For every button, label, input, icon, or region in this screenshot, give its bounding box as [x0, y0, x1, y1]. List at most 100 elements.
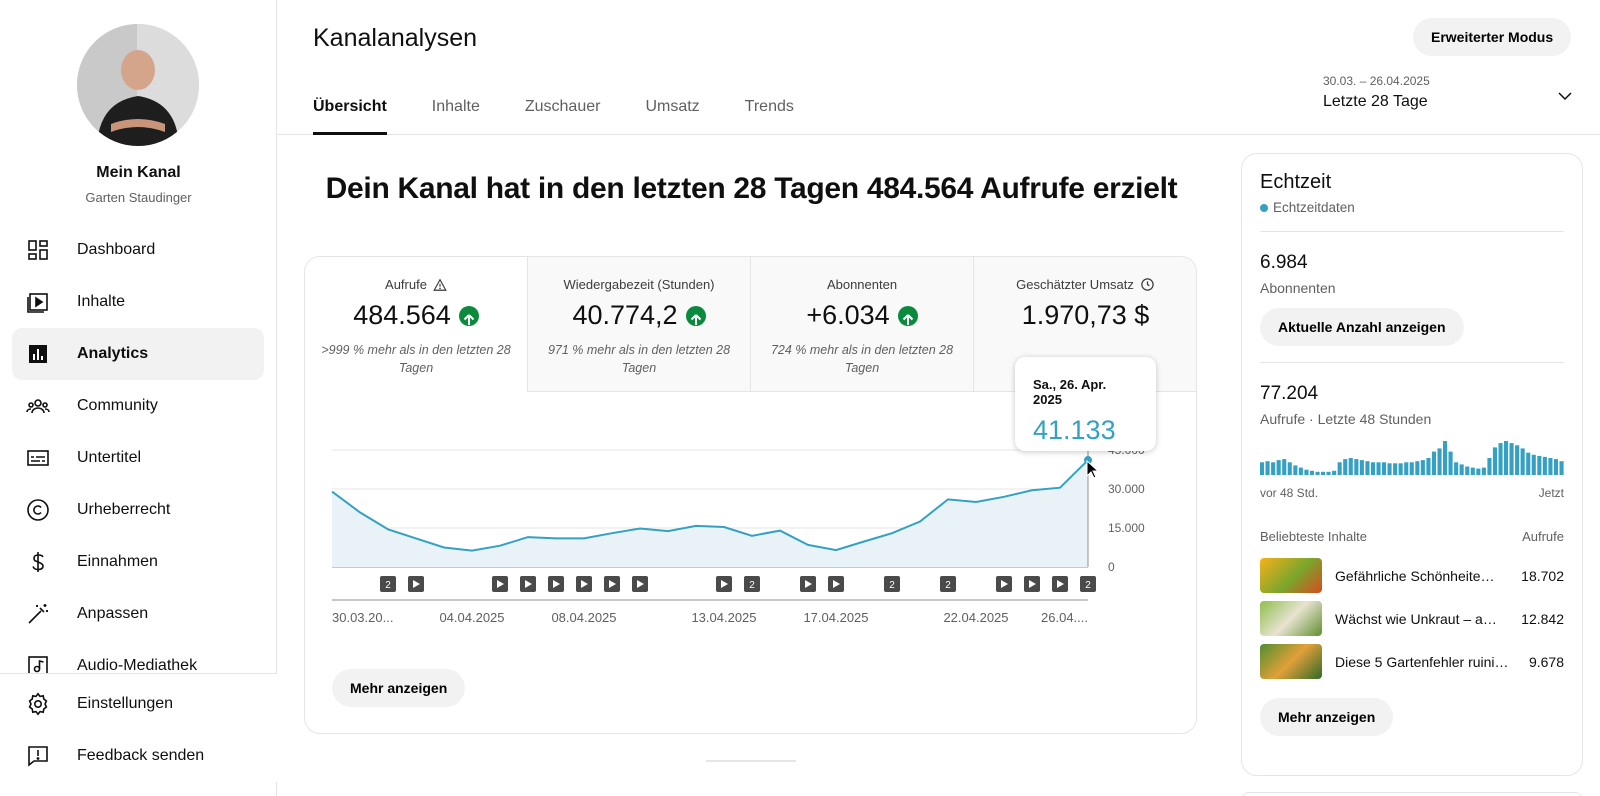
top-content-list: Gefährliche Schönheiten ... 18.702 Wächs…: [1260, 558, 1564, 679]
play-icon: [609, 580, 616, 588]
sidebar-item-community[interactable]: Community: [12, 380, 264, 432]
sidebar-item-label: Community: [77, 397, 158, 414]
x-tick-label: 30.03.20...: [332, 610, 393, 625]
realtime-bar: [1520, 448, 1525, 475]
divider: [1260, 231, 1564, 232]
realtime-bar: [1365, 461, 1370, 475]
sidebar-item-dashboard[interactable]: Dashboard: [12, 224, 264, 276]
warning-icon[interactable]: [433, 278, 447, 292]
channel-handle: Garten Staudinger: [85, 190, 192, 205]
sidebar-item-audio-library[interactable]: Audio-Mediathek: [12, 640, 264, 674]
date-range-label: Letzte 28 Tage: [1323, 93, 1428, 110]
metric-comparison: >999 % mehr als in den letzten 28 Tagen: [321, 343, 511, 375]
sidebar-item-customize[interactable]: Anpassen: [12, 588, 264, 640]
sidebar-item-label: Audio-Mediathek: [77, 657, 198, 674]
realtime-bar: [1298, 467, 1303, 475]
mouse-cursor-icon: [1086, 460, 1100, 479]
video-title: Diese 5 Gartenfehler ruinieren ...: [1335, 653, 1529, 670]
sidebar-item-subtitles[interactable]: Untertitel: [12, 432, 264, 484]
realtime-bar: [1404, 462, 1409, 476]
realtime-show-more-button[interactable]: Mehr anzeigen: [1260, 698, 1394, 736]
play-icon: [1029, 580, 1036, 588]
hover-point: [1084, 456, 1092, 465]
metric-label: Aufrufe: [385, 277, 427, 292]
trend-up-icon: [897, 305, 918, 326]
realtime-bar: [1559, 461, 1564, 475]
list-item[interactable]: Gefährliche Schönheiten ... 18.702: [1260, 558, 1564, 593]
count-marker-label: 2: [945, 580, 951, 591]
sidebar-item-analytics[interactable]: Analytics: [12, 328, 264, 380]
metric-comparison: 724 % mehr als in den letzten 28 Tagen: [770, 343, 954, 375]
tab-trends[interactable]: Trends: [744, 98, 794, 115]
list-item[interactable]: Diese 5 Gartenfehler ruinieren ... 9.678: [1260, 644, 1564, 679]
tab-revenue[interactable]: Umsatz: [645, 98, 700, 115]
sidebar-item-settings[interactable]: Einstellungen: [12, 678, 264, 730]
realtime-bar: [1293, 465, 1298, 475]
overview-headline: Dein Kanal hat in den letzten 28 Tagen 4…: [325, 172, 1178, 205]
play-icon: [553, 580, 560, 588]
count-marker: [884, 576, 900, 592]
realtime-bar-chart[interactable]: [1260, 441, 1565, 476]
realtime-bar: [1553, 459, 1558, 475]
sidebar-nav-scroll[interactable]: Dashboard Inhalte Analytics Community Un…: [0, 224, 277, 674]
realtime-bar: [1459, 464, 1464, 475]
analytics-tabs: Übersicht Inhalte Zuschauer Umsatz Trend…: [313, 98, 839, 135]
advanced-mode-button[interactable]: Erweiterter Modus: [1413, 18, 1572, 56]
realtime-bar: [1515, 445, 1520, 476]
realtime-subtitle: Echtzeitdaten: [1273, 200, 1355, 215]
sidebar-item-label: Untertitel: [77, 449, 142, 466]
date-range-picker[interactable]: 30.03. – 26.04.2025 Letzte 28 Tage: [1323, 74, 1583, 118]
sidebar-item-label: Einnahmen: [77, 553, 158, 570]
sidebar-item-label: Inhalte: [77, 293, 126, 310]
show-current-count-button[interactable]: Aktuelle Anzahl anzeigen: [1260, 308, 1464, 346]
sidebar-item-copyright[interactable]: Urheberrecht: [12, 484, 264, 536]
tab-overview[interactable]: Übersicht: [313, 98, 387, 135]
list-item[interactable]: Wächst wie Unkraut – aber ... 12.842: [1260, 601, 1564, 636]
realtime-subscribers-label: Abonnenten: [1260, 280, 1336, 296]
tab-audience[interactable]: Zuschauer: [524, 98, 601, 115]
dollar-icon: [32, 552, 44, 572]
metric-subscribers[interactable]: Abonnenten +6.034 724 % mehr als in den …: [751, 257, 974, 392]
y-tick-label: 0: [1108, 560, 1115, 574]
metric-label-wrap: Abonnenten: [751, 277, 973, 292]
clock-icon[interactable]: [1140, 277, 1155, 292]
realtime-bar: [1348, 458, 1353, 475]
sidebar-bottom: Einstellungen Feedback senden: [0, 673, 277, 782]
realtime-bar: [1309, 470, 1314, 476]
tab-content[interactable]: Inhalte: [431, 98, 480, 115]
gear-icon: [28, 692, 48, 716]
y-tick-label: 30.000: [1108, 482, 1145, 496]
sidebar-item-label: Dashboard: [77, 241, 156, 258]
metric-value: 484.564: [353, 300, 451, 330]
metric-views[interactable]: Aufrufe 484.564 >999 % mehr als in den l…: [305, 257, 528, 392]
metric-tabs: Aufrufe 484.564 >999 % mehr als in den l…: [305, 257, 1196, 392]
sidebar-item-feedback[interactable]: Feedback senden: [12, 730, 264, 782]
chart-tooltip: Sa., 26. Apr. 2025 41.133: [1015, 357, 1156, 451]
top-content-metric: Aufrufe: [1522, 529, 1564, 544]
metric-label: Wiedergabezeit (Stunden): [563, 277, 715, 292]
sidebar-item-earnings[interactable]: Einnahmen: [12, 536, 264, 588]
realtime-bar: [1498, 443, 1503, 475]
realtime-bar: [1265, 461, 1270, 475]
x-tick-label: 17.04.2025: [803, 610, 868, 625]
metric-comparison: 971 % mehr als in den letzten 28 Tagen: [547, 343, 731, 375]
metric-value-wrap: 484.564: [305, 300, 527, 331]
top-content-label: Beliebteste Inhalte: [1260, 529, 1367, 544]
count-marker: [380, 576, 396, 592]
realtime-bar: [1431, 451, 1436, 475]
views-chart[interactable]: 015.00030.00045.0002222230.03.20...04.04…: [305, 392, 1197, 662]
show-more-button[interactable]: Mehr anzeigen: [332, 669, 466, 707]
metric-watch-time[interactable]: Wiedergabezeit (Stunden) 40.774,2 971 % …: [528, 257, 751, 392]
avatar[interactable]: [77, 24, 199, 146]
chevron-down-icon: [1558, 92, 1572, 101]
x-tick-label: 22.04.2025: [943, 610, 1008, 625]
realtime-bar: [1542, 456, 1547, 475]
video-thumbnail: [1260, 601, 1322, 636]
sidebar-item-content[interactable]: Inhalte: [12, 276, 264, 328]
realtime-axis: vor 48 Std. Jetzt: [1260, 486, 1564, 500]
realtime-bar: [1448, 451, 1453, 475]
tooltip-date: Sa., 26. Apr. 2025: [1033, 377, 1107, 407]
count-marker-label: 2: [749, 580, 755, 591]
realtime-panel: Echtzeit Echtzeitdaten 6.984 Abonnenten …: [1241, 153, 1583, 776]
